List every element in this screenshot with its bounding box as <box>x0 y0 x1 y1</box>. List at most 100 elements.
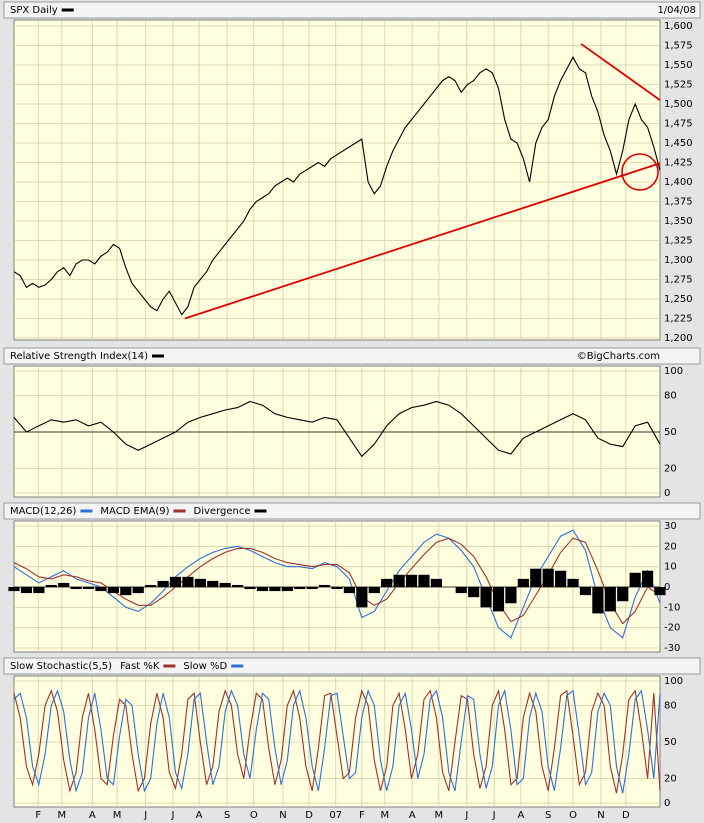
x-tick-label: A <box>409 810 416 821</box>
y-tick-label: 1,500 <box>664 99 693 110</box>
y-tick-label: 0 <box>664 798 670 809</box>
legend-label: Slow %D <box>183 661 227 672</box>
trendline <box>580 43 661 101</box>
x-tick-label: A <box>89 810 96 821</box>
legend-label: MACD(12,26) <box>10 506 77 517</box>
x-tick-label: M <box>113 810 122 821</box>
divergence-bar <box>45 584 57 587</box>
divergence-bar <box>455 587 467 594</box>
divergence-bar <box>629 572 641 587</box>
y-tick-label: -30 <box>664 643 680 654</box>
divergence-bar <box>505 587 517 604</box>
y-tick-label: 50 <box>664 737 677 748</box>
divergence-bar <box>120 587 132 596</box>
divergence-bar <box>641 570 654 587</box>
x-tick-label: 07 <box>329 810 342 821</box>
divergence-bar <box>107 587 119 594</box>
y-tick-label: 80 <box>664 700 677 711</box>
y-tick-label: 1,425 <box>664 158 693 169</box>
divergence-bar <box>418 574 430 587</box>
y-tick-label: 1,400 <box>664 177 693 188</box>
divergence-bar <box>617 587 629 602</box>
x-tick-label: J <box>464 810 468 821</box>
series-line <box>13 688 661 794</box>
y-tick-label: 1,550 <box>664 60 693 71</box>
legend-swatch <box>173 509 186 513</box>
divergence-bar <box>318 584 331 587</box>
divergence-bar <box>182 576 194 587</box>
y-tick-label: 1,525 <box>664 80 693 91</box>
divergence-bar <box>20 587 33 594</box>
y-tick-label: 30 <box>664 521 677 532</box>
divergence-bar <box>480 587 492 608</box>
legend-swatch <box>61 8 74 12</box>
divergence-bar <box>58 582 70 587</box>
divergence-bar <box>592 587 604 614</box>
y-tick-label: -20 <box>664 623 680 634</box>
x-tick-label: A <box>196 810 203 821</box>
x-tick-label: A <box>517 810 524 821</box>
divergence-bar <box>654 587 666 596</box>
y-tick-label: 50 <box>664 427 677 438</box>
y-tick-label: 1,275 <box>664 275 693 286</box>
x-tick-label: M <box>435 810 444 821</box>
y-tick-label: 1,475 <box>664 119 693 130</box>
divergence-bar <box>219 582 231 587</box>
y-tick-label: 100 <box>664 676 683 687</box>
y-tick-label: 1,350 <box>664 216 693 227</box>
legend-swatch <box>163 664 176 668</box>
legend-label: MACD EMA(9) <box>100 506 169 517</box>
divergence-bar <box>393 574 405 587</box>
legend-label: Divergence <box>194 506 251 517</box>
divergence-bar <box>567 578 579 587</box>
series-line <box>13 529 661 639</box>
series-line <box>13 537 661 625</box>
divergence-bar <box>579 587 592 596</box>
divergence-bar <box>132 587 144 594</box>
y-tick-label: 20 <box>664 774 677 785</box>
divergence-bar <box>555 570 567 587</box>
plot-area <box>13 675 661 808</box>
x-tick-label: O <box>569 810 577 821</box>
legend-swatch <box>80 509 93 513</box>
divergence-bar <box>33 587 45 594</box>
x-tick-label: M <box>58 810 67 821</box>
divergence-bar <box>542 568 554 587</box>
credit: ©BigCharts.com <box>577 351 660 362</box>
legend-swatch <box>254 509 267 513</box>
trendline <box>184 162 661 320</box>
x-tick-label: N <box>597 810 604 821</box>
y-tick-label: 1,325 <box>664 236 693 247</box>
divergence-bar <box>157 580 169 587</box>
divergence-bar <box>468 587 480 598</box>
x-tick-label: D <box>305 810 313 821</box>
x-tick-label: J <box>143 810 147 821</box>
divergence-bar <box>145 584 157 587</box>
y-tick-label: 1,200 <box>664 333 693 344</box>
series-line <box>13 400 661 458</box>
y-tick-label: 1,300 <box>664 255 693 266</box>
x-tick-label: O <box>250 810 258 821</box>
plot-area <box>13 365 661 498</box>
divergence-bar <box>8 587 20 592</box>
panel-header <box>3 1 701 19</box>
divergence-bar <box>306 587 318 590</box>
x-tick-label: M <box>381 810 390 821</box>
panel-header <box>3 657 701 675</box>
y-tick-label: 10 <box>664 562 677 573</box>
legend-swatch <box>231 664 244 668</box>
series-line <box>13 688 661 794</box>
y-tick-label: 20 <box>664 541 677 552</box>
legend-label: Fast %K <box>120 661 160 672</box>
divergence-bar <box>294 587 306 590</box>
date-label: 1/04/08 <box>657 5 696 16</box>
divergence-bar <box>232 584 244 587</box>
divergence-bar <box>82 587 95 590</box>
divergence-bar <box>207 580 219 587</box>
y-tick-label: 1,375 <box>664 197 693 208</box>
x-tick-label: S <box>545 810 551 821</box>
y-tick-label: 1,575 <box>664 41 693 52</box>
legend-swatch <box>152 354 164 358</box>
series-line <box>13 56 661 316</box>
panel-header <box>3 502 701 520</box>
